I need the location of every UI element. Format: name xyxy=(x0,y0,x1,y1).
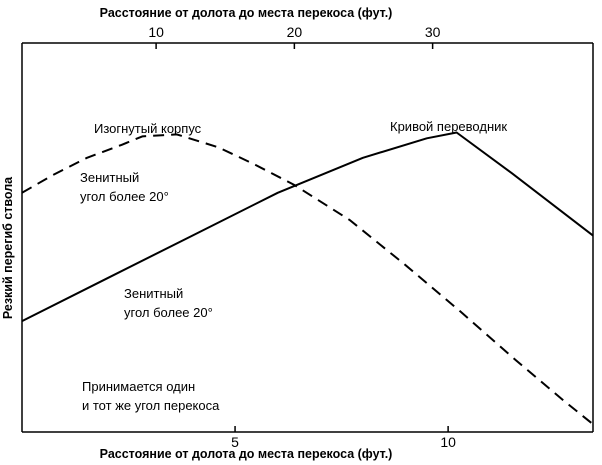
annotation-same-angle-line2: и тот же угол перекоса xyxy=(82,398,220,413)
ticks-layer: 10 20 30 5 10 xyxy=(148,24,456,450)
top-axis-tick-label: 30 xyxy=(425,24,441,40)
annotation-zenith-1-line1: Зенитный xyxy=(80,170,139,185)
annotation-same-angle-line1: Принимается один xyxy=(82,379,195,394)
bottom-axis-tick-label: 5 xyxy=(231,434,239,450)
annotation-zenith-2-line1: Зенитный xyxy=(124,286,183,301)
annotation-bent-sub: Кривой переводник xyxy=(390,119,507,134)
bottom-axis-tick-label: 10 xyxy=(440,434,456,450)
annotation-bent-housing: Изогнутый корпус xyxy=(94,121,202,136)
top-axis-title: Расстояние от долота до места перекоса (… xyxy=(100,6,393,20)
bottom-axis-title: Расстояние от долота до места перекоса (… xyxy=(100,447,393,461)
annotation-zenith-2-line2: угол более 20° xyxy=(124,305,213,320)
series-layer xyxy=(21,131,594,425)
y-axis-title: Резкий перегиб ствола xyxy=(1,176,15,319)
series-line-bent-sub xyxy=(21,131,594,322)
annotation-zenith-1-line2: угол более 20° xyxy=(80,189,169,204)
top-axis-tick-label: 10 xyxy=(148,24,164,40)
top-axis-tick-label: 20 xyxy=(287,24,303,40)
